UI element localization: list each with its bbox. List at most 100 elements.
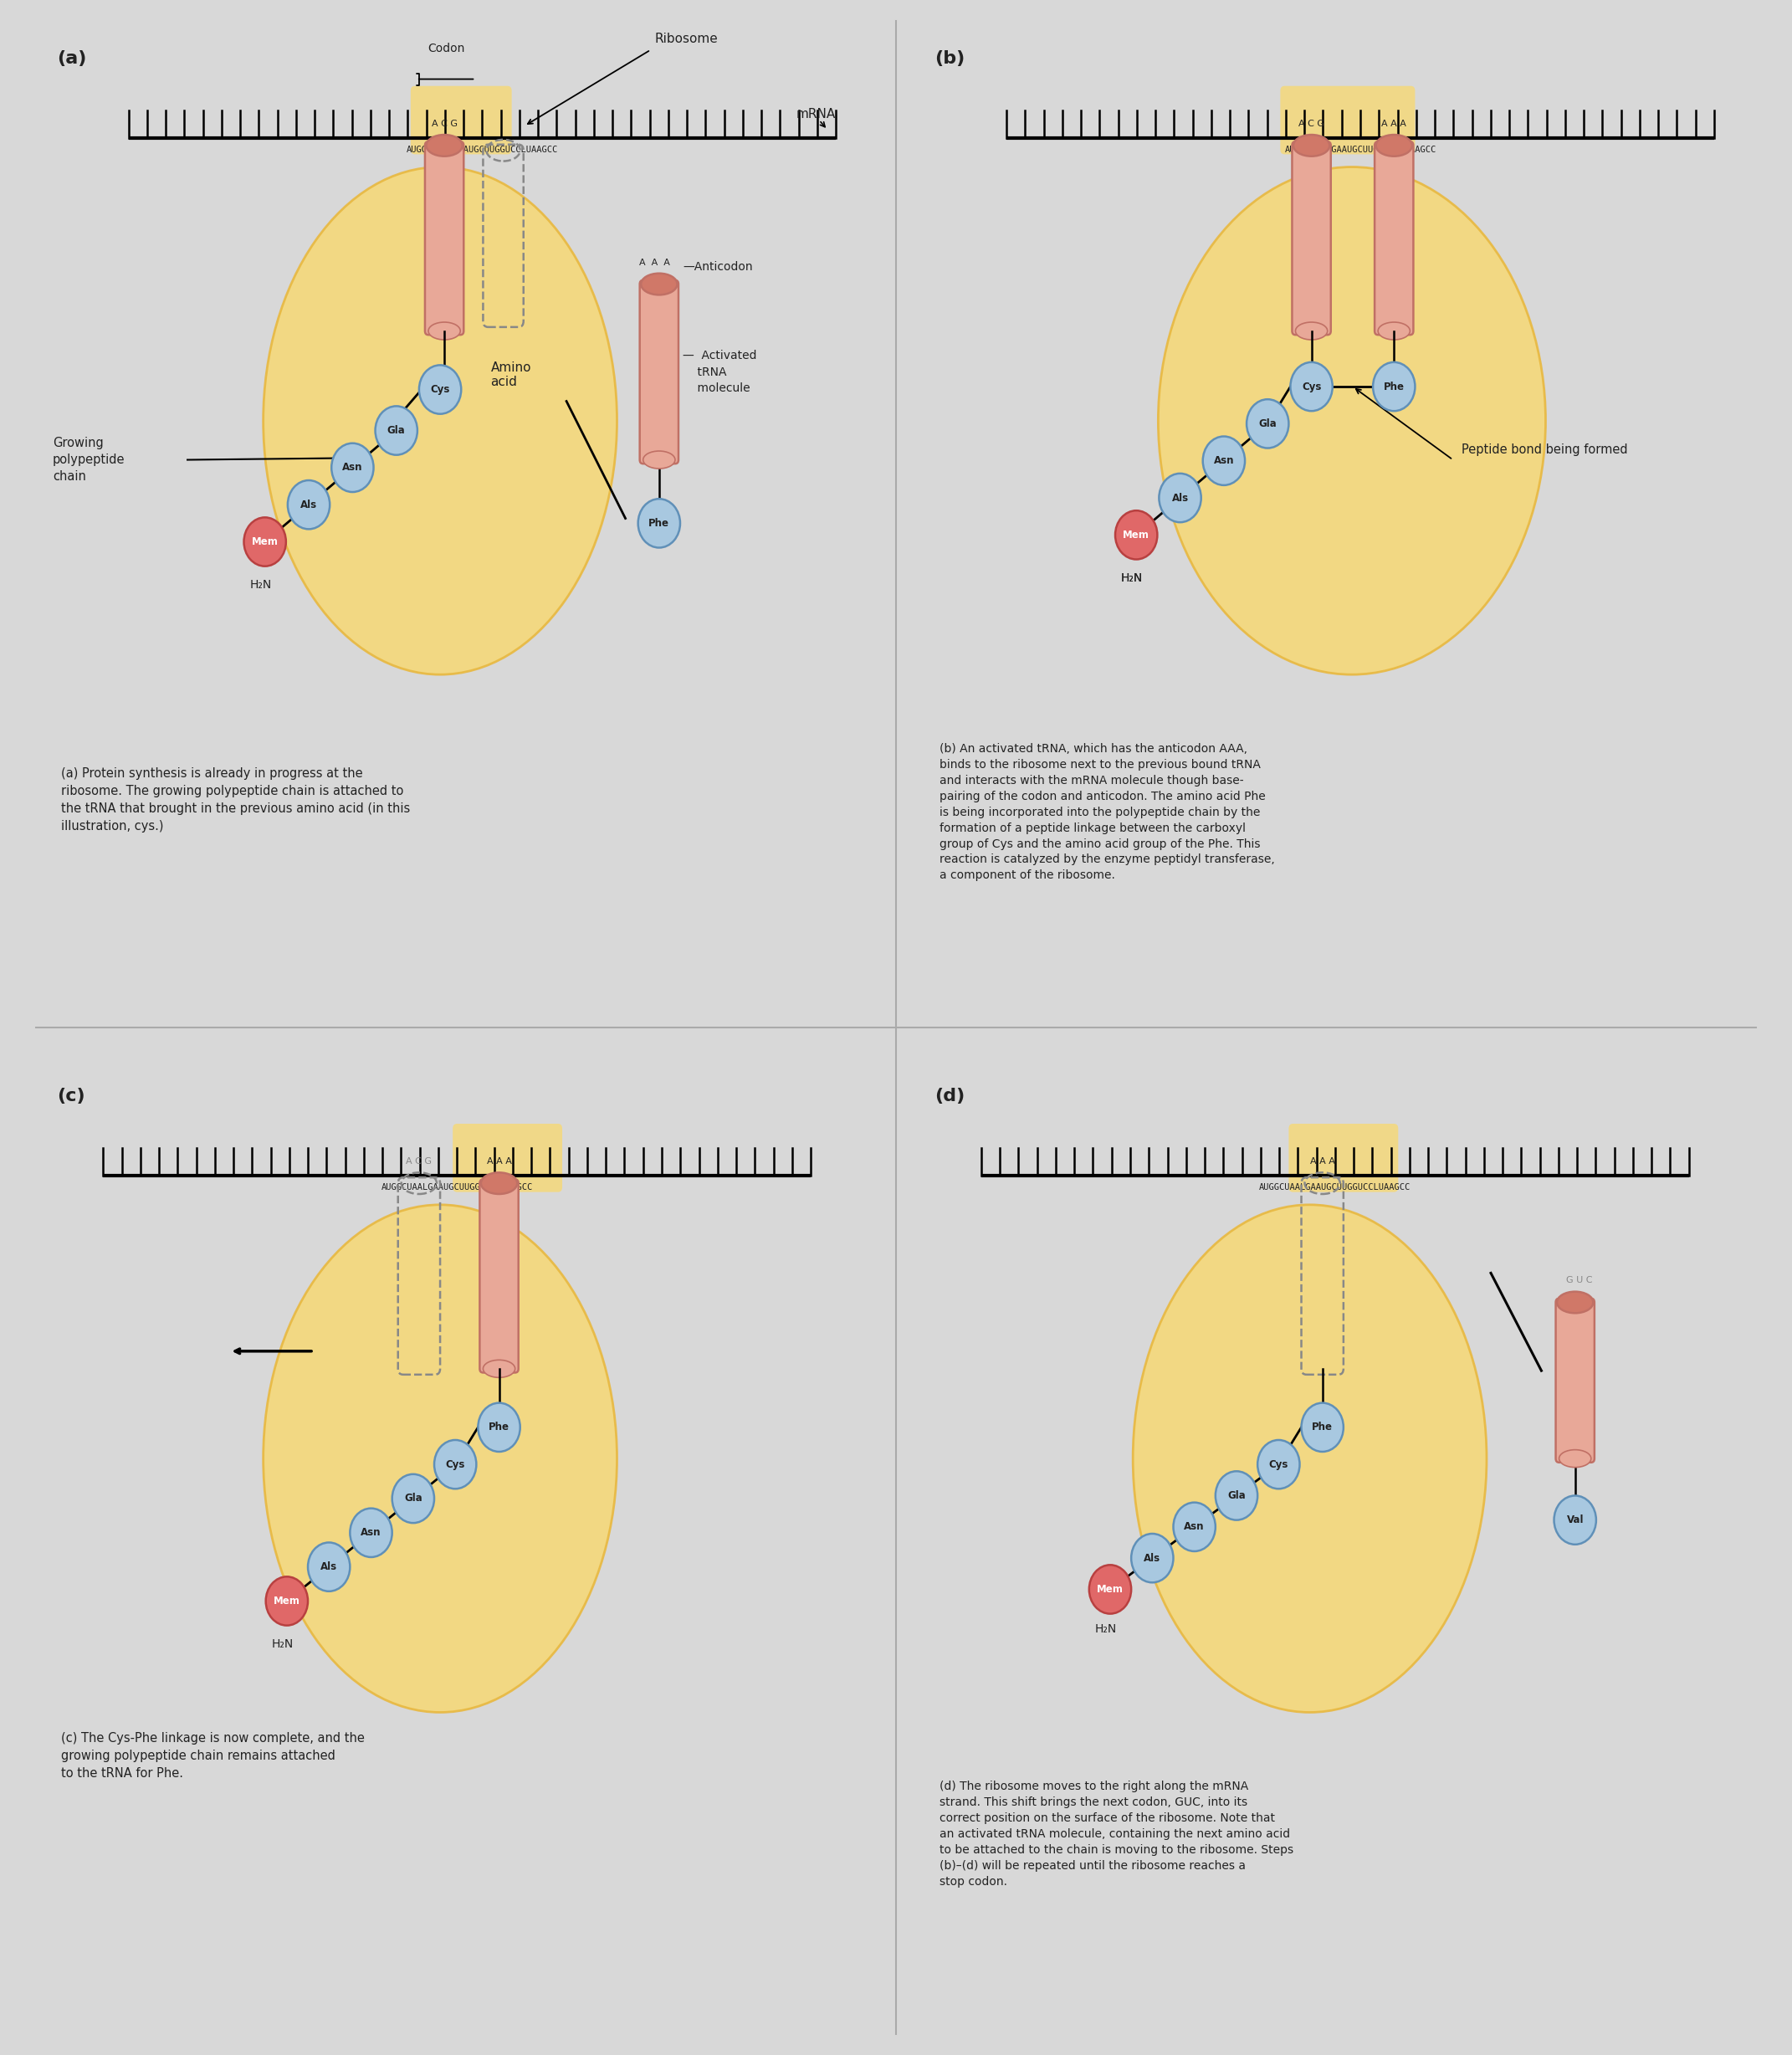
Circle shape — [1174, 1502, 1215, 1552]
Ellipse shape — [263, 166, 616, 674]
Text: Asn: Asn — [1213, 456, 1235, 466]
Ellipse shape — [1376, 136, 1412, 156]
Circle shape — [1159, 473, 1201, 522]
Text: H₂N: H₂N — [249, 580, 272, 590]
Text: A  A  A: A A A — [640, 259, 670, 267]
Text: AUGGCUAALGAAUGCUUGGUCCLUAAGCC: AUGGCUAALGAAUGCUUGGUCCLUAAGCC — [1285, 146, 1435, 154]
Ellipse shape — [643, 450, 676, 469]
Text: Codon: Codon — [428, 43, 464, 55]
Text: (b) An activated tRNA, which has the anticodon AAA,
binds to the ribosome next t: (b) An activated tRNA, which has the ant… — [939, 742, 1274, 882]
Text: (a): (a) — [57, 49, 86, 66]
Circle shape — [1258, 1441, 1299, 1488]
Text: Peptide bond being formed: Peptide bond being formed — [1462, 444, 1627, 456]
Ellipse shape — [428, 323, 461, 339]
Circle shape — [1373, 362, 1416, 411]
Text: (d): (d) — [935, 1087, 966, 1104]
FancyBboxPatch shape — [1555, 1299, 1595, 1463]
Text: —  Activated
    tRNA
    molecule: — Activated tRNA molecule — [683, 349, 756, 395]
Text: Growing
polypeptide
chain: Growing polypeptide chain — [52, 438, 125, 483]
Text: A A A: A A A — [1382, 119, 1407, 127]
Text: G U C: G U C — [1566, 1276, 1593, 1284]
Text: H₂N: H₂N — [1122, 571, 1143, 584]
Circle shape — [265, 1576, 308, 1626]
Circle shape — [375, 407, 418, 454]
Text: Mem: Mem — [251, 536, 278, 547]
Text: Mem: Mem — [1124, 530, 1150, 540]
Text: H₂N: H₂N — [272, 1638, 294, 1650]
Text: A A A: A A A — [1310, 1157, 1335, 1165]
FancyBboxPatch shape — [425, 142, 464, 335]
FancyBboxPatch shape — [640, 279, 679, 464]
Ellipse shape — [484, 1360, 514, 1377]
FancyBboxPatch shape — [1288, 1124, 1398, 1192]
Circle shape — [1115, 510, 1158, 559]
FancyBboxPatch shape — [453, 1124, 563, 1192]
Text: Mem: Mem — [1097, 1584, 1124, 1595]
Text: (c) The Cys-Phe linkage is now complete, and the
growing polypeptide chain remai: (c) The Cys-Phe linkage is now complete,… — [61, 1732, 366, 1780]
Circle shape — [419, 366, 461, 413]
Ellipse shape — [480, 1173, 518, 1194]
Text: Cys: Cys — [446, 1459, 466, 1469]
Circle shape — [478, 1404, 520, 1451]
Circle shape — [392, 1473, 434, 1523]
FancyBboxPatch shape — [1279, 86, 1416, 154]
Circle shape — [308, 1543, 349, 1591]
Text: Mem: Mem — [274, 1595, 301, 1607]
Text: Asn: Asn — [1185, 1521, 1204, 1533]
Text: Als: Als — [1172, 493, 1188, 503]
Text: (a) Protein synthesis is already in progress at the
ribosome. The growing polype: (a) Protein synthesis is already in prog… — [61, 767, 410, 832]
Text: Val: Val — [1566, 1515, 1584, 1525]
Text: A C G: A C G — [407, 1157, 432, 1165]
Circle shape — [332, 444, 373, 491]
Ellipse shape — [263, 1204, 616, 1712]
FancyBboxPatch shape — [480, 1180, 518, 1373]
Ellipse shape — [642, 273, 677, 294]
Ellipse shape — [1557, 1293, 1593, 1313]
Text: AUGGCUAALGAAUGCUUGGUCCLUAAGCC: AUGGCUAALGAAUGCUUGGUCCLUAAGCC — [382, 1184, 532, 1192]
Ellipse shape — [1296, 323, 1328, 339]
Circle shape — [1554, 1496, 1597, 1545]
Circle shape — [289, 481, 330, 528]
Text: Phe: Phe — [1383, 380, 1405, 393]
Text: Ribosome: Ribosome — [654, 33, 719, 45]
Text: AUGGCUAALGAAUGCUUGGUCCLUAAGCC: AUGGCUAALGAAUGCUUGGUCCLUAAGCC — [1260, 1184, 1410, 1192]
Text: —Anticodon: —Anticodon — [683, 261, 753, 273]
Circle shape — [1290, 362, 1333, 411]
Ellipse shape — [1133, 1204, 1487, 1712]
Ellipse shape — [426, 136, 462, 156]
Ellipse shape — [1294, 136, 1330, 156]
Text: mRNA: mRNA — [796, 107, 835, 119]
Text: Amino
acid: Amino acid — [491, 362, 530, 388]
Text: A C G: A C G — [432, 119, 457, 127]
Text: Gla: Gla — [1258, 419, 1276, 429]
Circle shape — [1131, 1533, 1174, 1582]
Text: Als: Als — [301, 499, 317, 510]
Text: Asn: Asn — [342, 462, 362, 473]
Text: Als: Als — [321, 1562, 337, 1572]
Text: Gla: Gla — [387, 425, 405, 436]
Text: (b): (b) — [935, 49, 966, 66]
Circle shape — [244, 518, 287, 567]
Text: A A A: A A A — [487, 1157, 511, 1165]
Circle shape — [1247, 399, 1288, 448]
FancyBboxPatch shape — [410, 86, 513, 154]
Text: (d) The ribosome moves to the right along the mRNA
strand. This shift brings the: (d) The ribosome moves to the right alon… — [939, 1780, 1294, 1886]
Ellipse shape — [1158, 166, 1545, 674]
Text: Asn: Asn — [360, 1527, 382, 1537]
FancyBboxPatch shape — [1292, 142, 1331, 335]
Text: Gla: Gla — [1228, 1490, 1245, 1500]
Text: Phe: Phe — [649, 518, 670, 528]
Circle shape — [1215, 1471, 1258, 1521]
FancyBboxPatch shape — [1374, 142, 1414, 335]
Text: H₂N: H₂N — [1122, 571, 1143, 584]
Circle shape — [1090, 1566, 1131, 1613]
Text: AUGGCUAALGAAUGCUUGGUCCLUAAGCC: AUGGCUAALGAAUGCUUGGUCCLUAAGCC — [407, 146, 557, 154]
Text: Cys: Cys — [1269, 1459, 1288, 1469]
Text: Phe: Phe — [1312, 1422, 1333, 1432]
Text: (c): (c) — [57, 1087, 84, 1104]
Ellipse shape — [1378, 323, 1410, 339]
Text: Gla: Gla — [403, 1494, 423, 1504]
Ellipse shape — [1559, 1449, 1591, 1467]
Circle shape — [1202, 436, 1245, 485]
Text: H₂N: H₂N — [1095, 1623, 1116, 1636]
